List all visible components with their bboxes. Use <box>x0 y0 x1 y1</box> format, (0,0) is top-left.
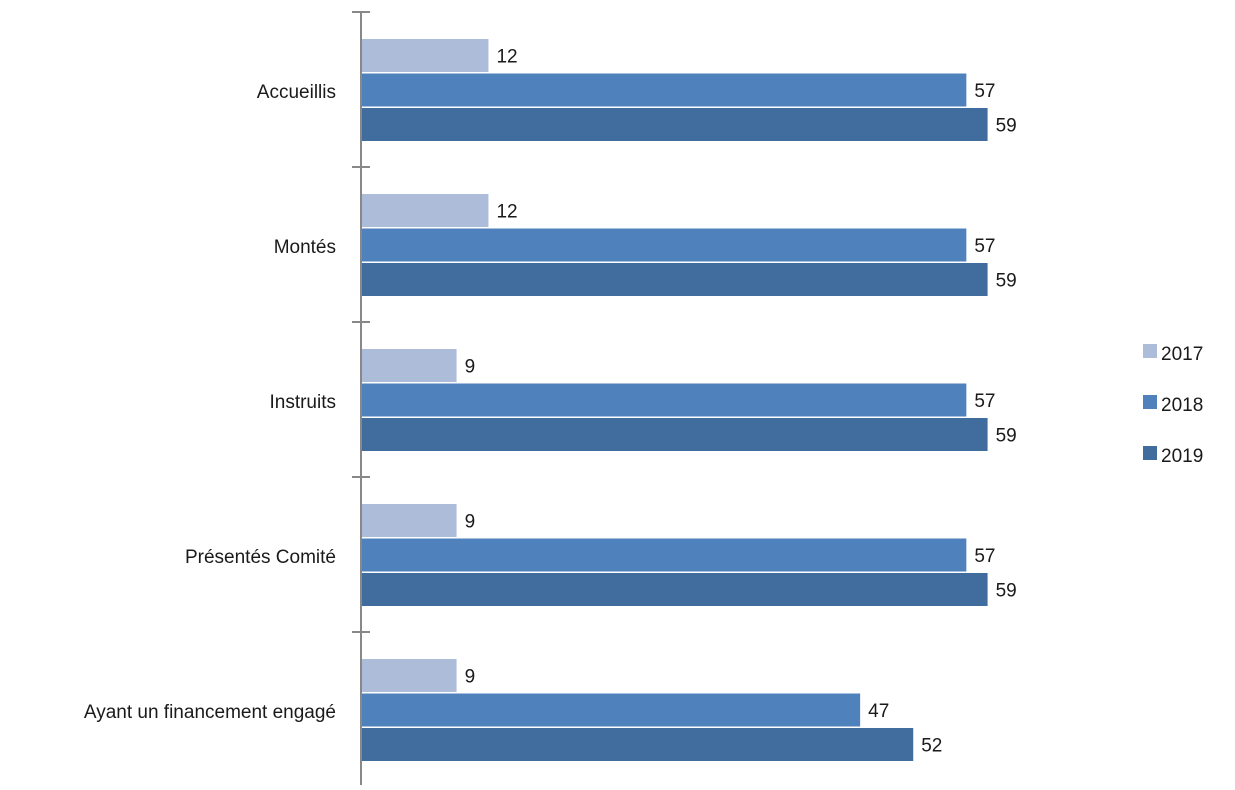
bar-2017-2 <box>361 349 457 382</box>
data-label-2019-4: 52 <box>921 736 942 757</box>
bar-2017-4 <box>361 659 457 692</box>
legend-swatch-2019 <box>1143 446 1157 460</box>
data-label-2018-4: 47 <box>868 701 889 722</box>
data-label-2017-1: 12 <box>496 202 517 223</box>
data-label-2018-3: 57 <box>974 546 995 567</box>
bar-2019-1 <box>361 263 988 296</box>
data-label-2017-0: 12 <box>496 47 517 68</box>
data-label-2018-0: 57 <box>974 81 995 102</box>
data-label-2019-1: 59 <box>996 271 1017 292</box>
bar-2018-0 <box>361 73 967 107</box>
category-label-0: Accueillis <box>257 82 336 103</box>
data-label-2018-2: 57 <box>974 391 995 412</box>
legend: 2017 2018 2019 <box>1143 344 1203 467</box>
data-label-2019-0: 59 <box>996 116 1017 137</box>
bar-2018-4 <box>361 693 861 727</box>
bar-2018-1 <box>361 228 967 262</box>
legend-label-2018: 2018 <box>1161 395 1203 416</box>
bar-2019-0 <box>361 108 988 141</box>
bar-2018-3 <box>361 538 967 572</box>
category-axis: Accueillis Montés Instruits Présentés Comit… <box>84 11 370 785</box>
category-label-3: Présentés Comité <box>185 547 336 568</box>
legend-label-2019: 2019 <box>1161 446 1203 467</box>
category-label-2: Instruits <box>269 392 336 413</box>
bar-2017-1 <box>361 194 489 227</box>
data-label-2019-2: 59 <box>996 426 1017 447</box>
bar-2017-0 <box>361 39 489 72</box>
bars-layer <box>361 39 988 761</box>
data-label-2019-3: 59 <box>996 581 1017 602</box>
bar-2019-4 <box>361 728 914 761</box>
data-label-2018-1: 57 <box>974 236 995 257</box>
category-label-1: Montés <box>274 237 336 258</box>
data-label-2017-4: 9 <box>465 667 476 688</box>
legend-swatch-2017 <box>1143 344 1157 358</box>
bar-2019-3 <box>361 573 988 606</box>
bar-2017-3 <box>361 504 457 537</box>
legend-swatch-2018 <box>1143 395 1157 409</box>
data-label-2017-3: 9 <box>465 512 476 533</box>
category-label-4: Ayant un financement engagé <box>84 702 336 723</box>
bar-2018-2 <box>361 383 967 417</box>
data-label-2017-2: 9 <box>465 357 476 378</box>
bar-2019-2 <box>361 418 988 451</box>
legend-label-2017: 2017 <box>1161 344 1203 365</box>
